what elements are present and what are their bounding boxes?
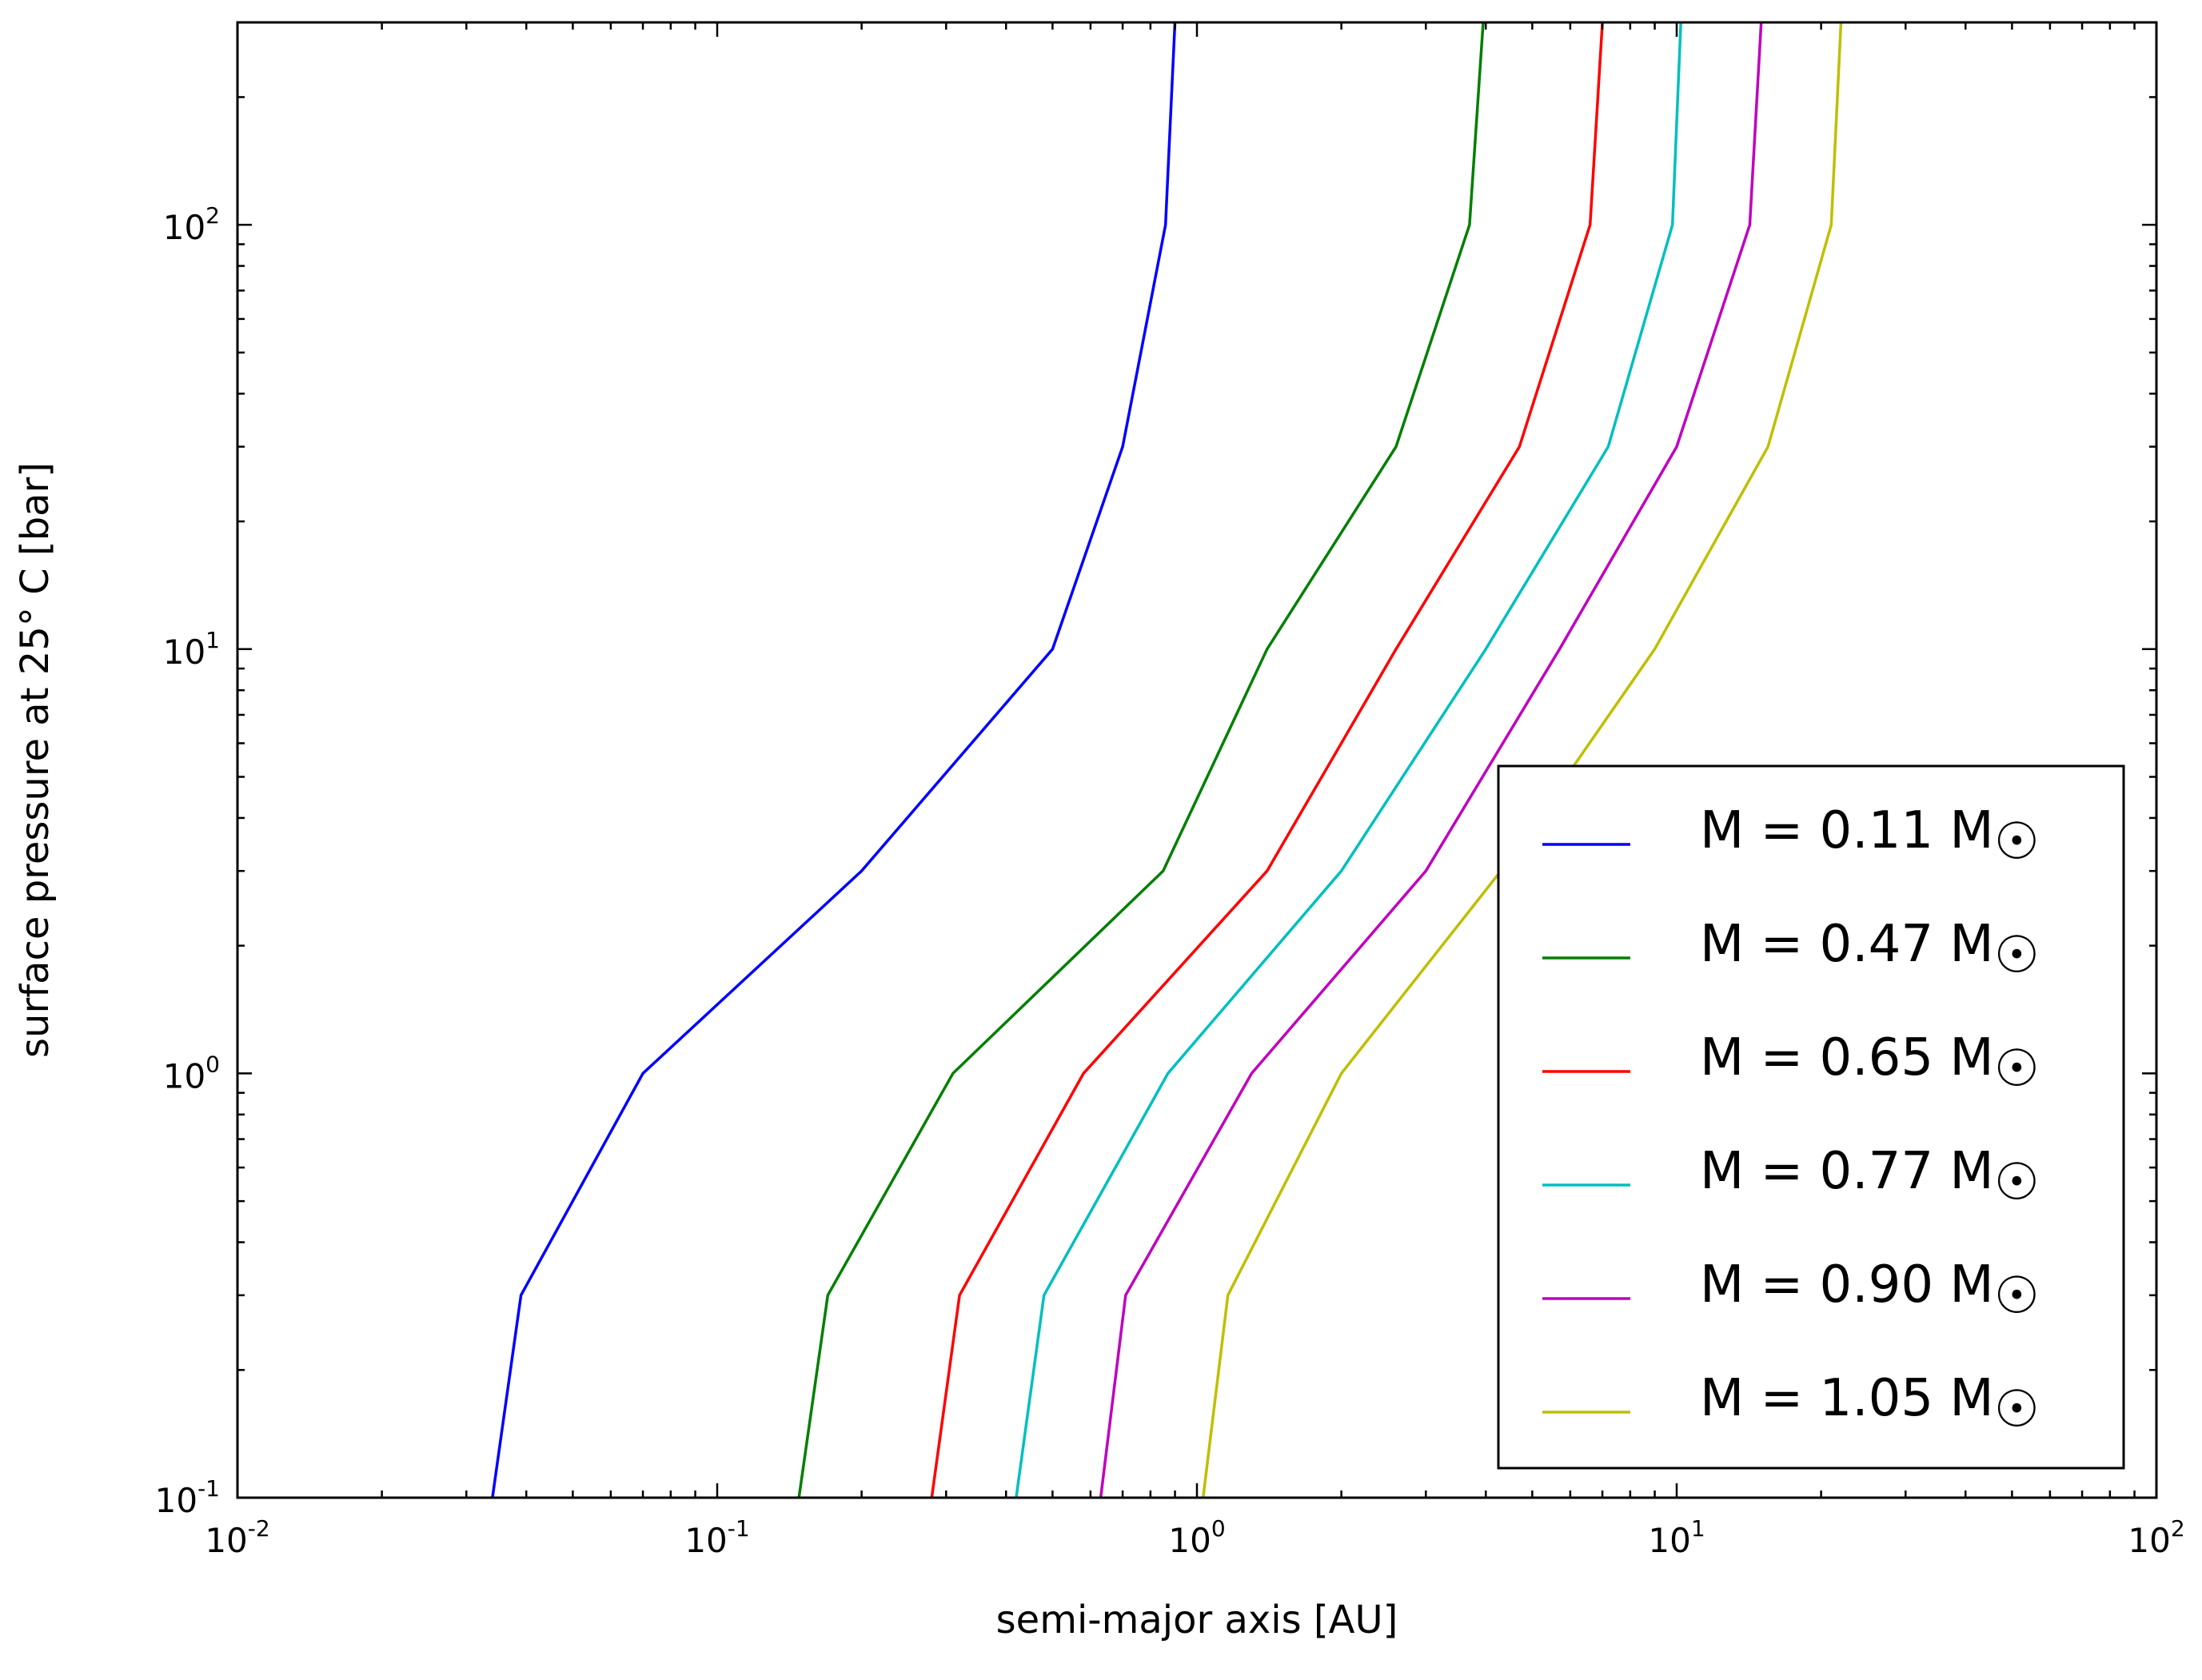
legend-label: M = 1.05 M☉ [1700,1369,2040,1439]
series-line-3 [930,22,1604,1498]
x-tick-label: 10-2 [205,1515,269,1560]
legend: M = 0.11 M☉ M = 0.47 M☉ M = 0.65 M☉ M = 0.7… [1497,764,2125,1470]
axis-ticks [236,21,2158,1499]
legend-box [1497,764,2125,1470]
x-tick-label: 10-1 [684,1515,749,1560]
x-tick-label: 102 [2128,1515,2184,1560]
y-tick-label: 101 [163,627,220,672]
y-tick-label: 100 [163,1051,220,1095]
y-tick-label: 10-1 [155,1475,220,1520]
legend-items: M = 0.11 M☉ M = 0.47 M☉ M = 0.65 M☉ M = 0.7… [1542,801,2040,1439]
plot-lines [491,22,1843,1498]
y-tick-label: 102 [163,202,220,247]
x-tick-label: 100 [1168,1515,1225,1560]
legend-label: M = 0.90 M☉ [1700,1255,2040,1326]
series-line-5 [1099,22,1763,1498]
series-line-4 [1015,22,1682,1498]
y-axis-label: surface pressure at 25° C [bar] [13,462,58,1058]
series-line-6 [1201,22,1843,1498]
x-axis-label: semi-major axis [AU] [996,1598,1398,1642]
legend-label: M = 0.65 M☉ [1700,1028,2040,1099]
legend-label: M = 0.11 M☉ [1700,801,2040,872]
legend-label: M = 0.47 M☉ [1700,915,2040,985]
x-tick-label: 101 [1648,1515,1705,1560]
legend-label: M = 0.77 M☉ [1700,1142,2040,1212]
series-line-2 [797,22,1485,1498]
series-line-1 [491,22,1177,1498]
